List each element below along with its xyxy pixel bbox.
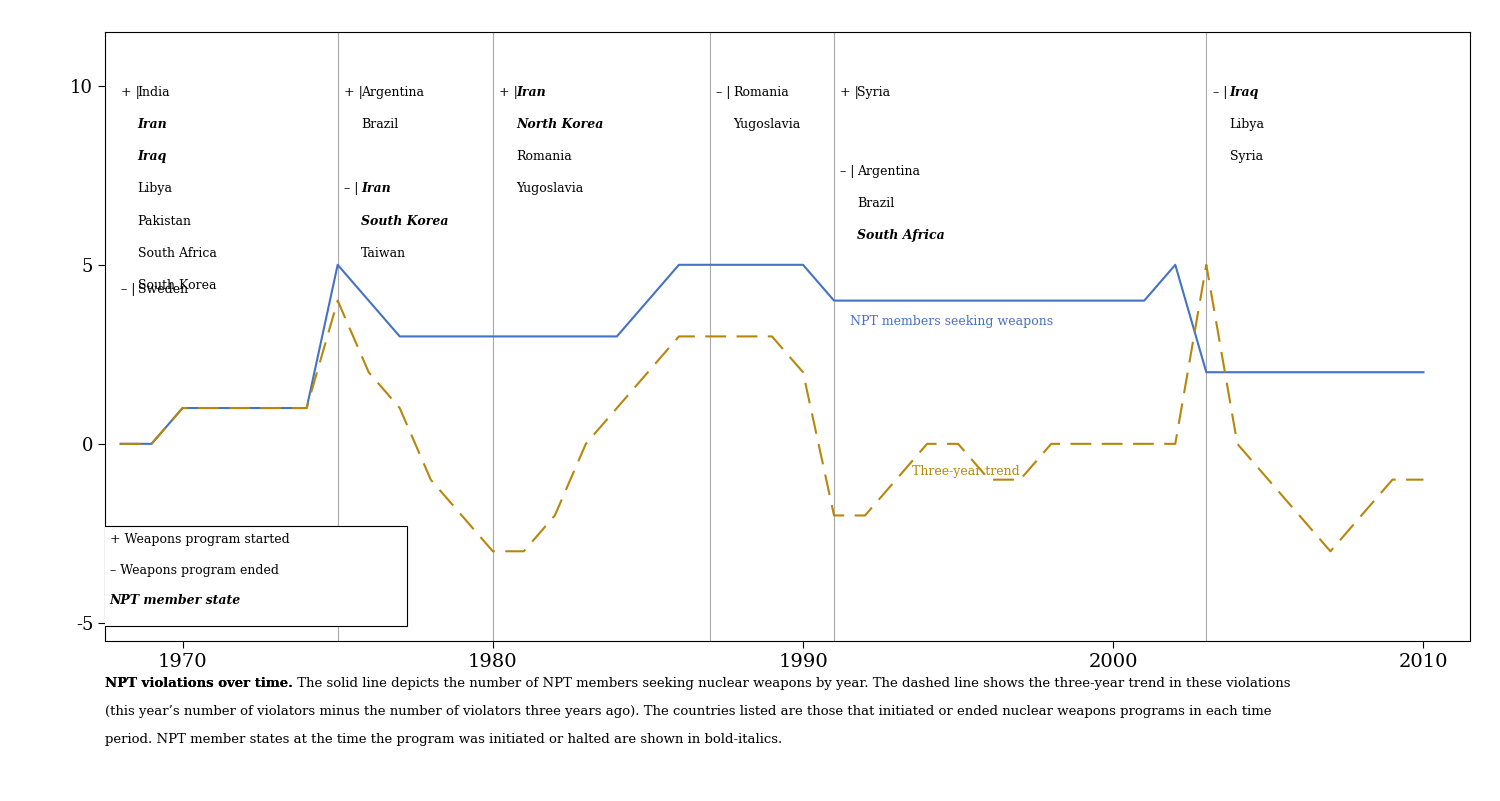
Text: – |: – | [840, 164, 855, 178]
Text: – |: – | [1212, 86, 1227, 99]
Text: India: India [138, 86, 170, 99]
Text: Argentina: Argentina [362, 86, 424, 99]
Text: South Africa: South Africa [138, 247, 216, 260]
Text: Sweden: Sweden [138, 283, 188, 296]
Text: + |: + | [120, 86, 140, 99]
Text: Pakistan: Pakistan [138, 215, 192, 227]
Text: Iraq: Iraq [1230, 86, 1258, 99]
Text: Iran: Iran [138, 118, 168, 131]
Text: – |: – | [120, 283, 135, 296]
Text: NPT violations over time. The solid line depicts the number of NPT members seeki: NPT violations over time. The solid line… [105, 677, 1272, 690]
Text: + Weapons program started: + Weapons program started [110, 533, 290, 546]
Text: NPT member state: NPT member state [110, 594, 242, 607]
Text: Iraq: Iraq [138, 151, 166, 163]
Text: South Korea: South Korea [362, 215, 448, 227]
Text: Yugoslavia: Yugoslavia [516, 183, 584, 195]
Text: South Korea: South Korea [138, 279, 216, 292]
Text: + |: + | [840, 86, 860, 99]
Text: Brazil: Brazil [362, 118, 398, 131]
Text: NPT violations over time.: NPT violations over time. [105, 677, 292, 690]
Text: Libya: Libya [138, 183, 172, 195]
Text: period. NPT member states at the time the program was initiated or halted are sh: period. NPT member states at the time th… [105, 733, 783, 746]
Text: Syria: Syria [1230, 151, 1263, 163]
Text: Brazil: Brazil [858, 197, 894, 210]
Text: Libya: Libya [1230, 118, 1264, 131]
Text: Iran: Iran [362, 183, 390, 195]
Text: – Weapons program ended: – Weapons program ended [110, 564, 279, 577]
Text: – |: – | [344, 183, 358, 195]
Text: (this year’s number of violators minus the number of violators three years ago).: (this year’s number of violators minus t… [105, 705, 1272, 718]
Text: – |: – | [716, 86, 730, 99]
Text: Iran: Iran [516, 86, 546, 99]
Text: Yugoslavia: Yugoslavia [734, 118, 801, 131]
Text: The solid line depicts the number of NPT members seeking nuclear weapons by year: The solid line depicts the number of NPT… [292, 677, 1290, 690]
Text: NPT members seeking weapons: NPT members seeking weapons [849, 315, 1053, 328]
Text: South Africa: South Africa [858, 229, 945, 242]
FancyBboxPatch shape [104, 526, 408, 626]
Text: Romania: Romania [516, 151, 572, 163]
Text: + |: + | [344, 86, 363, 99]
Text: Taiwan: Taiwan [362, 247, 407, 260]
Text: Romania: Romania [734, 86, 789, 99]
Text: + |: + | [500, 86, 517, 99]
Text: Syria: Syria [858, 86, 891, 99]
Text: NPT violations over time.: NPT violations over time. [105, 677, 292, 690]
Text: Argentina: Argentina [858, 164, 921, 178]
Text: North Korea: North Korea [516, 118, 603, 131]
Text: Three-year trend: Three-year trend [912, 465, 1020, 478]
